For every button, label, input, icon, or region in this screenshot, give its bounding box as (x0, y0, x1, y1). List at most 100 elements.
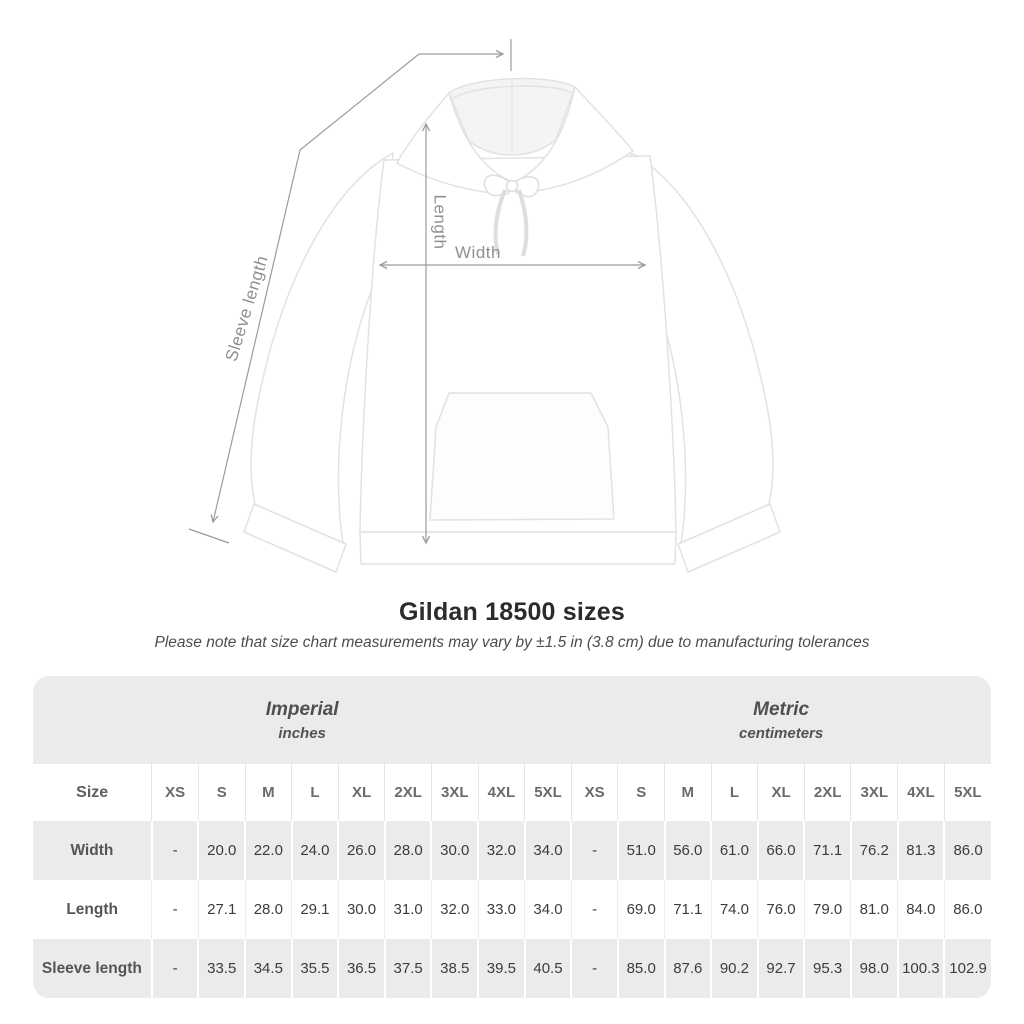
value-cell: - (570, 939, 618, 998)
size-col-header: 4XL (477, 764, 525, 821)
size-col-header: S (197, 764, 246, 821)
table-row: Width -20.0 22.0 24.0 26.0 28.0 30.0 32.0 34.0-5… (33, 821, 991, 880)
value-cell: 35.5 (290, 939, 339, 998)
hoodie-drawstring-left (493, 189, 507, 255)
size-col-header: 5XL (524, 764, 572, 821)
measurement-lines (188, 39, 647, 545)
unit-group-row: Imperial inches Metric centimeters (33, 676, 991, 764)
value-cell: 20.0 (197, 821, 246, 880)
value-cell: 69.0 (617, 880, 665, 939)
value-cell: 51.0 (616, 821, 665, 880)
value-cell: 79.0 (803, 880, 851, 939)
value-cell: 22.0 (244, 821, 292, 880)
size-col-header: 5XL (943, 764, 991, 821)
hoodie-hood-rim (451, 85, 573, 100)
value-cell: 30.0 (430, 821, 479, 880)
size-col-header: 4XL (897, 764, 945, 821)
value-cell: 33.0 (477, 880, 525, 939)
value-cell: 28.0 (244, 880, 292, 939)
hoodie-right-cuff (677, 503, 781, 573)
size-col-header: 2XL (384, 764, 432, 821)
value-cell: 85.0 (616, 939, 665, 998)
value-cell: 102.9 (943, 939, 991, 998)
hoodie-left-cuff (243, 503, 347, 573)
size-col-header: 3XL (430, 764, 479, 821)
value-cell: - (570, 821, 618, 880)
value-cell: - (151, 880, 199, 939)
value-cell: 26.0 (337, 821, 385, 880)
size-col-header: XL (757, 764, 805, 821)
value-cell: 34.0 (523, 821, 572, 880)
value-cell: - (150, 821, 199, 880)
size-col-header: 3XL (850, 764, 898, 821)
hoodie-hood-right-flap (511, 86, 634, 194)
metric-label: Metric (753, 698, 810, 720)
value-cell: 76.0 (757, 880, 805, 939)
metric-group-header: Metric centimeters (571, 676, 991, 764)
imperial-label: Imperial (265, 698, 339, 720)
value-cell: - (150, 939, 199, 998)
value-cell: 86.0 (943, 821, 991, 880)
value-cell: 34.0 (524, 880, 572, 939)
hoodie-right-sleeve (630, 152, 774, 549)
width-label: Width (455, 243, 501, 262)
value-cell: 84.0 (897, 880, 945, 939)
size-col-header: M (244, 764, 292, 821)
size-col-header: M (664, 764, 712, 821)
sleeve-length-label: Sleeve length (222, 253, 272, 363)
size-header-row: Size XS S M L XL 2XL 3XL 4XL 5XL XS S M L XL 2XL 3XL 4XL… (33, 764, 991, 821)
value-cell: 98.0 (849, 939, 898, 998)
row-label: Length (33, 880, 152, 939)
value-cell: 81.0 (850, 880, 898, 939)
size-col-header: L (710, 764, 758, 821)
size-col-header: 2XL (803, 764, 851, 821)
value-cell: 29.1 (291, 880, 339, 939)
size-table-body: Width -20.0 22.0 24.0 26.0 28.0 30.0 32.0 34.0-5… (33, 821, 991, 998)
value-cell: 76.2 (849, 821, 898, 880)
hoodie-pocket (429, 392, 615, 521)
length-label: Length (431, 195, 450, 250)
value-cell: 71.1 (664, 880, 712, 939)
sleeve-length-cuff-tick (188, 528, 230, 544)
imperial-unit-label: inches (278, 724, 326, 742)
value-cell: 39.5 (477, 939, 525, 998)
size-col-header: XS (151, 764, 199, 821)
value-cell: 61.0 (710, 821, 758, 880)
hoodie-hem-band (359, 531, 677, 565)
value-cell: 32.0 (430, 880, 479, 939)
value-cell: 95.3 (803, 939, 851, 998)
row-label: Sleeve length (33, 939, 152, 998)
metric-unit-label: centimeters (739, 724, 824, 742)
value-cell: 71.1 (803, 821, 851, 880)
value-cell: 31.0 (384, 880, 432, 939)
table-row: Sleeve length -33.5 34.5 35.5 36.5 37.5 38.5 39… (33, 939, 991, 998)
value-cell: 74.0 (710, 880, 758, 939)
value-cell: 40.5 (523, 939, 572, 998)
row-label: Width (33, 821, 152, 880)
value-cell: 36.5 (337, 939, 385, 998)
value-cell: 27.1 (197, 880, 246, 939)
sleeve-length-line (210, 53, 420, 524)
hoodie-graphic (243, 77, 781, 573)
value-cell: 90.2 (710, 939, 758, 998)
value-cell: 66.0 (756, 821, 805, 880)
imperial-group-header: Imperial inches (33, 676, 572, 764)
size-col-header: XS (570, 764, 618, 821)
size-col-header: L (291, 764, 339, 821)
value-cell: 34.5 (244, 939, 292, 998)
value-cell: 56.0 (663, 821, 712, 880)
page-title: Gildan 18500 sizes (399, 598, 625, 626)
hoodie-measurement-diagram: Sleeve length Length Width (188, 39, 781, 573)
value-cell: 81.3 (896, 821, 945, 880)
value-cell: 30.0 (337, 880, 385, 939)
value-cell: 32.0 (477, 821, 525, 880)
hoodie-drawstring-right (517, 189, 529, 257)
size-col-header: XL (337, 764, 385, 821)
value-cell: 37.5 (383, 939, 432, 998)
size-col-header: S (617, 764, 665, 821)
value-cell: 87.6 (663, 939, 712, 998)
value-cell: - (570, 880, 618, 939)
value-cell: 100.3 (896, 939, 945, 998)
value-cell: 38.5 (430, 939, 479, 998)
table-row: Length -27.1 28.0 29.1 30.0 31.0 32.0 33.0 34.0-… (33, 880, 991, 939)
